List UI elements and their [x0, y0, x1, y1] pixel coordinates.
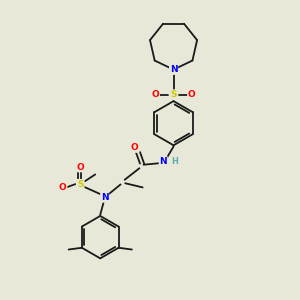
Text: H: H — [171, 157, 178, 166]
Text: S: S — [77, 180, 84, 189]
Text: N: N — [170, 65, 177, 74]
Text: O: O — [59, 183, 67, 192]
Text: S: S — [170, 90, 177, 99]
Text: N: N — [101, 193, 109, 202]
Text: O: O — [188, 90, 196, 99]
Text: O: O — [76, 163, 84, 172]
Text: O: O — [131, 143, 139, 152]
Text: N: N — [159, 157, 167, 166]
Text: O: O — [152, 90, 159, 99]
